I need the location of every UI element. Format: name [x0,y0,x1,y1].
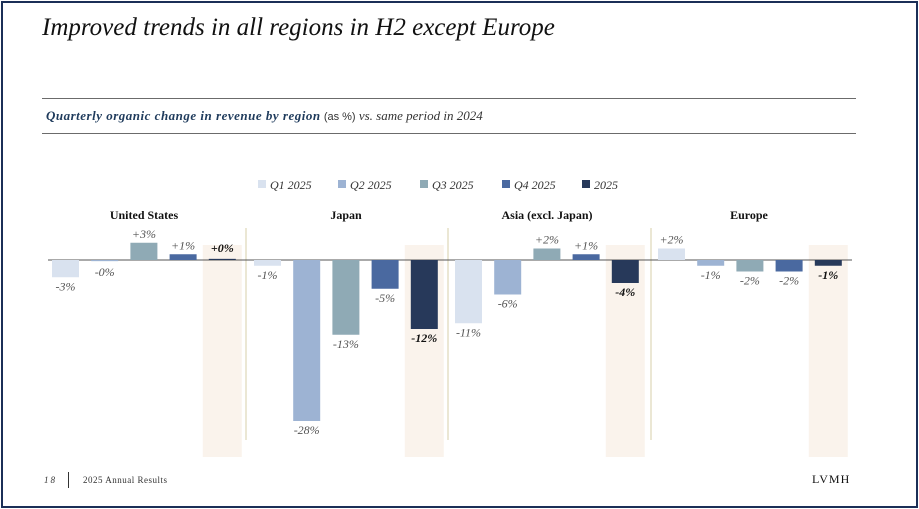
legend-swatch-q4-2025 [502,180,510,188]
value-label-europe-q4-2025: -2% [779,274,799,288]
value-label-japan-q4-2025: -5% [375,291,395,305]
region-label-united-states: United States [110,208,179,222]
value-label-europe-q2-2025: -1% [701,268,721,282]
subtitle-main: Quarterly organic change in revenue by r… [46,108,321,123]
subtitle-unit: (as %) [323,111,356,123]
bar-united-states-q4-2025 [169,254,197,260]
legend-label-q2-2025: Q2 2025 [350,178,392,192]
legend-label-2025: 2025 [594,178,618,192]
chart-subtitle: Quarterly organic change in revenue by r… [46,108,483,124]
legend-swatch-q1-2025 [258,180,266,188]
value-label-japan-q1-2025: -1% [258,268,278,282]
bar-europe-q2-2025 [697,260,725,266]
bar-united-states-q2-2025 [91,260,119,262]
bar-japan-q2-2025 [293,260,321,421]
bar-asia-excl-japan-q4-2025 [572,254,600,260]
legend-label-q1-2025: Q1 2025 [270,178,312,192]
legend-swatch-q2-2025 [338,180,346,188]
value-label-europe-2025: -1% [818,268,838,282]
bar-europe-2025 [814,260,842,266]
bar-japan-q3-2025 [332,260,360,335]
region-label-europe: Europe [730,208,768,222]
value-label-asia-excl-japan-q3-2025: +2% [535,233,559,247]
value-label-europe-q3-2025: -2% [740,274,760,288]
bar-asia-excl-japan-q3-2025 [533,248,561,260]
bar-asia-excl-japan-q2-2025 [494,260,522,295]
lvmh-logo: LVMH [812,472,851,486]
value-label-japan-q2-2025: -28% [294,423,320,437]
bar-europe-q3-2025 [736,260,764,272]
bar-united-states-2025 [208,258,236,260]
legend-label-q3-2025: Q3 2025 [432,178,474,192]
bar-united-states-q1-2025 [52,260,79,278]
bar-united-states-q3-2025 [130,242,158,260]
bar-japan-2025 [410,260,438,329]
value-label-asia-excl-japan-q4-2025: +1% [574,238,598,252]
footer-separator [68,472,69,488]
bar-europe-q4-2025 [775,260,803,272]
value-label-asia-excl-japan-q1-2025: -11% [456,325,481,339]
value-label-japan-2025: -12% [411,331,437,345]
region-label-asia-excl-japan: Asia (excl. Japan) [502,208,593,222]
slide-title: Improved trends in all regions in H2 exc… [42,14,555,41]
bar-asia-excl-japan-q1-2025 [455,260,482,324]
legend-label-q4-2025: Q4 2025 [514,178,556,192]
bottom-rule [42,133,856,134]
value-label-united-states-2025: +0% [211,241,234,255]
bar-japan-q4-2025 [371,260,399,289]
subtitle-comparison: vs. same period in 2024 [358,108,483,123]
bar-europe-q1-2025 [658,248,685,260]
legend-swatch-2025 [582,180,590,188]
legend-swatch-q3-2025 [420,180,428,188]
footer-label: 2025 Annual Results [83,475,168,485]
value-label-united-states-q2-2025: -0% [95,265,115,279]
value-label-asia-excl-japan-q2-2025: -6% [498,297,518,311]
value-label-united-states-q4-2025: +1% [171,238,195,252]
fullyear-highlight-united-states [202,245,242,457]
page-number: 18 [44,475,57,485]
fullyear-highlight-europe [808,245,848,457]
value-label-europe-q1-2025: +2% [659,233,683,247]
value-label-asia-excl-japan-2025: -4% [615,285,635,299]
value-label-united-states-q1-2025: -3% [56,279,76,293]
bar-asia-excl-japan-2025 [611,260,639,283]
bar-japan-q1-2025 [254,260,281,266]
value-label-united-states-q3-2025: +3% [132,227,156,241]
region-label-japan: Japan [330,208,362,222]
top-rule [42,98,856,99]
value-label-japan-q3-2025: -13% [333,337,359,351]
